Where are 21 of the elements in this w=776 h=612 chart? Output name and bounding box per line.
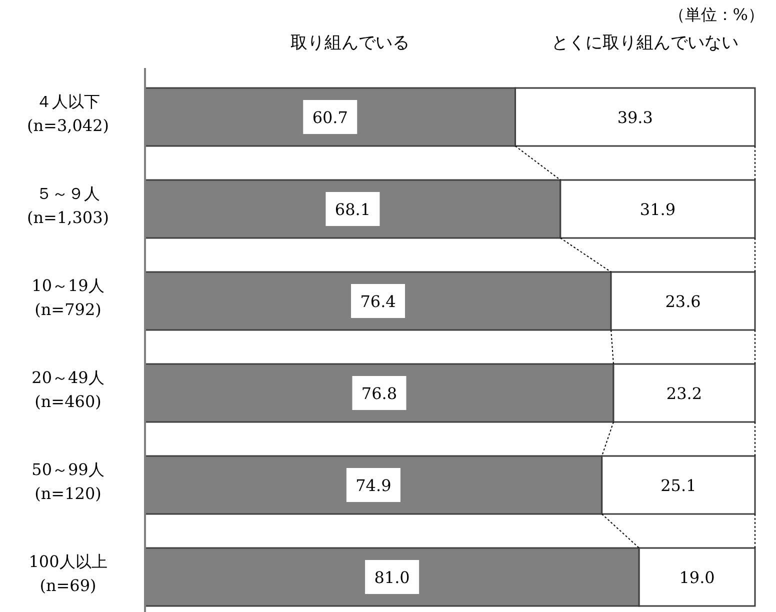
data-label: 19.0: [679, 568, 715, 587]
data-label: 81.0: [374, 568, 410, 587]
data-label: 23.2: [666, 384, 702, 403]
text: 取り組んでいる: [290, 33, 410, 53]
y-tick-label: ５～９人 (n=1,303): [27, 184, 109, 227]
data-label: 23.6: [665, 292, 701, 311]
data-label: 76.4: [360, 292, 396, 311]
data-label: 25.1: [660, 476, 696, 495]
data-label: 31.9: [640, 200, 676, 219]
y-tick-label: 20～49人 (n=460): [32, 368, 104, 411]
y-tick-label: 50～99人 (n=120): [32, 460, 104, 503]
y-tick-label: 100人以上 (n=69): [28, 552, 108, 595]
data-label: 60.7: [312, 108, 348, 127]
y-tick-label: ４人以下 (n=3,042): [27, 92, 109, 135]
text: とくに取り組んでいない: [552, 33, 739, 53]
data-label: 39.3: [617, 108, 653, 127]
text: （単位：%）: [668, 5, 764, 24]
data-label: 68.1: [334, 200, 371, 219]
data-label: 74.9: [356, 476, 392, 495]
y-tick-label: 10～19人 (n=792): [32, 276, 104, 319]
data-label: 76.8: [361, 384, 398, 403]
